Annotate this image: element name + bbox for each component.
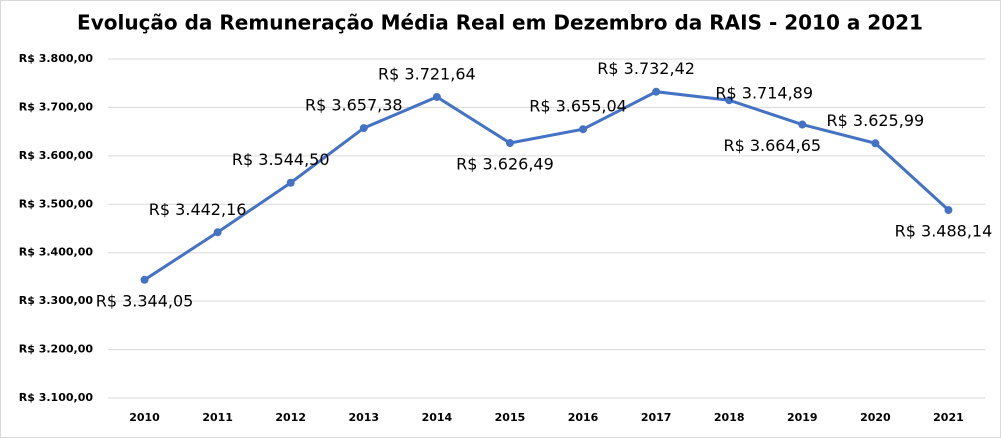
x-tick-label: 2011	[202, 411, 233, 424]
point	[432, 92, 441, 101]
chart-title: Evolução da Remuneração Média Real em De…	[77, 11, 923, 35]
x-tick-label: 2020	[860, 411, 891, 424]
point	[213, 228, 222, 237]
point	[505, 139, 514, 148]
x-tick-label: 2010	[129, 411, 160, 424]
value-label: R$ 3.544,50	[232, 150, 330, 169]
y-tick-label: R$ 3.600,00	[19, 149, 94, 162]
x-tick-label: 2014	[422, 411, 453, 424]
value-label: R$ 3.625,99	[827, 111, 925, 130]
point	[359, 124, 368, 133]
y-tick-label: R$ 3.200,00	[19, 343, 94, 356]
x-tick-label: 2021	[933, 411, 964, 424]
y-tick-label: R$ 3.500,00	[19, 197, 94, 210]
value-label: R$ 3.655,04	[529, 97, 627, 116]
y-tick-label: R$ 3.700,00	[19, 100, 94, 113]
point	[652, 87, 661, 96]
x-tick-label: 2012	[275, 411, 306, 424]
value-label: R$ 3.732,42	[597, 59, 695, 78]
y-tick-label: R$ 3.800,00	[19, 52, 94, 65]
value-label: R$ 3.664,65	[723, 136, 821, 155]
point	[871, 139, 880, 148]
series-line	[143, 90, 950, 282]
x-tick-label: 2018	[714, 411, 745, 424]
point	[579, 125, 588, 134]
y-tick-label: R$ 3.100,00	[19, 391, 94, 404]
point	[286, 178, 295, 187]
point	[725, 96, 734, 105]
value-label: R$ 3.488,14	[895, 222, 993, 241]
x-tick-label: 2013	[348, 411, 379, 424]
y-tick-label: R$ 3.300,00	[19, 294, 94, 307]
value-label: R$ 3.721,64	[378, 64, 476, 83]
x-tick-label: 2015	[495, 411, 526, 424]
value-label: R$ 3.626,49	[456, 155, 554, 174]
value-label: R$ 3.344,05	[96, 291, 194, 310]
value-label: R$ 3.442,16	[149, 200, 247, 219]
y-tick-label: R$ 3.400,00	[19, 246, 94, 259]
point	[798, 120, 807, 129]
x-tick-label: 2017	[641, 411, 672, 424]
point	[944, 206, 953, 215]
point	[140, 275, 149, 284]
x-tick-label: 2016	[568, 411, 599, 424]
value-label: R$ 3.714,89	[715, 84, 813, 103]
value-label: R$ 3.657,38	[305, 96, 403, 115]
x-tick-label: 2019	[787, 411, 818, 424]
